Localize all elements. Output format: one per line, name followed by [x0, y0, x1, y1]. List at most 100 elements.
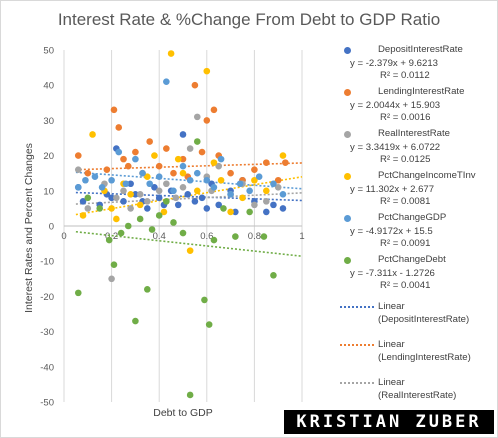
legend-equation-debt: y = -7.311x - 1.2726 — [350, 268, 435, 279]
legend-trend-deposit: Linear (DepositInterestRate) — [340, 300, 498, 326]
y-tick-label: 20 — [43, 151, 54, 162]
data-point — [203, 205, 211, 212]
data-point — [174, 201, 182, 209]
data-point — [84, 169, 92, 177]
x-axis-label: Debt to GDP — [153, 407, 213, 419]
data-point — [210, 183, 218, 191]
data-point — [163, 78, 170, 85]
data-point — [193, 169, 201, 177]
trendline — [75, 230, 303, 258]
data-point — [263, 198, 270, 205]
data-point — [203, 67, 211, 75]
data-point — [74, 152, 82, 159]
y-axis-label: Interest Rates and Percent Changes — [23, 143, 35, 313]
data-point — [205, 321, 213, 328]
legend-r2-gdp: R² = 0.0091 — [380, 238, 431, 249]
data-point — [270, 180, 277, 188]
data-point — [91, 173, 99, 181]
data-point — [98, 183, 106, 191]
data-point — [263, 159, 270, 166]
data-point — [217, 176, 225, 184]
data-point — [132, 317, 139, 325]
data-point — [115, 124, 123, 131]
tick-labels: 0 0.2 0.4 0.6 0.8 1 50 40 30 20 10 0 -10 -20 -30 -40 -50 — [40, 46, 304, 409]
data-point — [203, 176, 211, 184]
data-point — [136, 201, 144, 209]
data-point — [136, 215, 144, 223]
data-point — [274, 176, 282, 184]
legend-r2-real: R² = 0.0125 — [380, 154, 431, 165]
data-point — [282, 159, 289, 166]
data-point — [270, 271, 277, 279]
data-point — [120, 155, 127, 163]
data-point — [203, 117, 211, 124]
data-point — [263, 187, 270, 195]
data-point — [193, 187, 201, 195]
data-point — [246, 187, 253, 195]
legend-trend-sub-lending: (LendingInterestRate) — [378, 352, 471, 363]
legend-trend-lending: Linear (LendingInterestRate) — [340, 338, 498, 364]
legend-marker-deposit — [344, 47, 351, 54]
data-point — [136, 191, 144, 198]
legend-label-lending: LendingInterestRate — [378, 86, 465, 97]
chart-title: Interest Rate & %Change From Debt to GDP… — [57, 10, 441, 29]
data-point — [163, 198, 170, 205]
data-point — [144, 286, 151, 293]
legend-item-gdp: PctChangeGDP — [340, 212, 498, 224]
grid-lines — [63, 50, 303, 402]
data-point — [210, 159, 218, 166]
data-point — [251, 176, 258, 184]
data-point — [274, 183, 282, 191]
data-point — [193, 113, 201, 121]
data-point — [270, 201, 277, 209]
data-point — [170, 169, 177, 177]
data-point — [186, 247, 194, 254]
data-point — [239, 194, 246, 202]
legend-r2-income: R² = 0.0081 — [380, 196, 431, 207]
data-point — [115, 148, 123, 156]
data-point — [124, 162, 132, 170]
legend-marker-income — [344, 173, 351, 180]
data-points — [74, 50, 289, 399]
data-point — [227, 191, 234, 198]
data-point — [172, 194, 180, 202]
legend-item-real: RealInterestRate — [340, 128, 498, 140]
legend-r2-debt: R² = 0.0041 — [380, 280, 431, 291]
data-point — [127, 191, 134, 198]
data-point — [146, 138, 153, 145]
data-point — [201, 296, 208, 304]
data-point — [255, 173, 263, 181]
data-point — [74, 183, 82, 191]
legend-marker-real — [344, 131, 351, 138]
legend-label-gdp: PctChangeGDP — [378, 212, 447, 223]
x-tick-label: 0.6 — [200, 231, 213, 242]
data-point — [163, 145, 170, 152]
data-point — [108, 194, 115, 202]
data-point — [113, 194, 120, 202]
data-point — [148, 226, 156, 233]
watermark-logo: KRISTIAN ZUBER — [284, 410, 494, 434]
data-point — [144, 205, 151, 212]
data-point — [79, 198, 87, 205]
data-point — [105, 236, 113, 244]
legend-entry-4: PctChangeGDP y = -4.9172x + 15.5 R² = 0.… — [340, 212, 498, 250]
legend-r2-lending: R² = 0.0016 — [380, 112, 431, 123]
legend-trend-title-real: Linear — [378, 377, 405, 388]
data-point — [186, 145, 194, 152]
data-point — [179, 155, 187, 163]
y-tick-label: 50 — [43, 46, 54, 57]
data-point — [279, 191, 287, 198]
legend-label-debt: PctChangeDebt — [378, 254, 446, 265]
data-point — [167, 50, 175, 57]
legend-trend-title-lending: Linear — [378, 339, 405, 350]
data-point — [179, 131, 187, 138]
legend-marker-lending — [344, 89, 351, 96]
data-point — [198, 194, 206, 202]
legend-trend-line-real — [340, 382, 374, 384]
data-point — [82, 176, 89, 184]
data-point — [110, 261, 118, 269]
trendline — [75, 192, 303, 205]
data-point — [89, 131, 96, 138]
data-point — [155, 187, 163, 195]
